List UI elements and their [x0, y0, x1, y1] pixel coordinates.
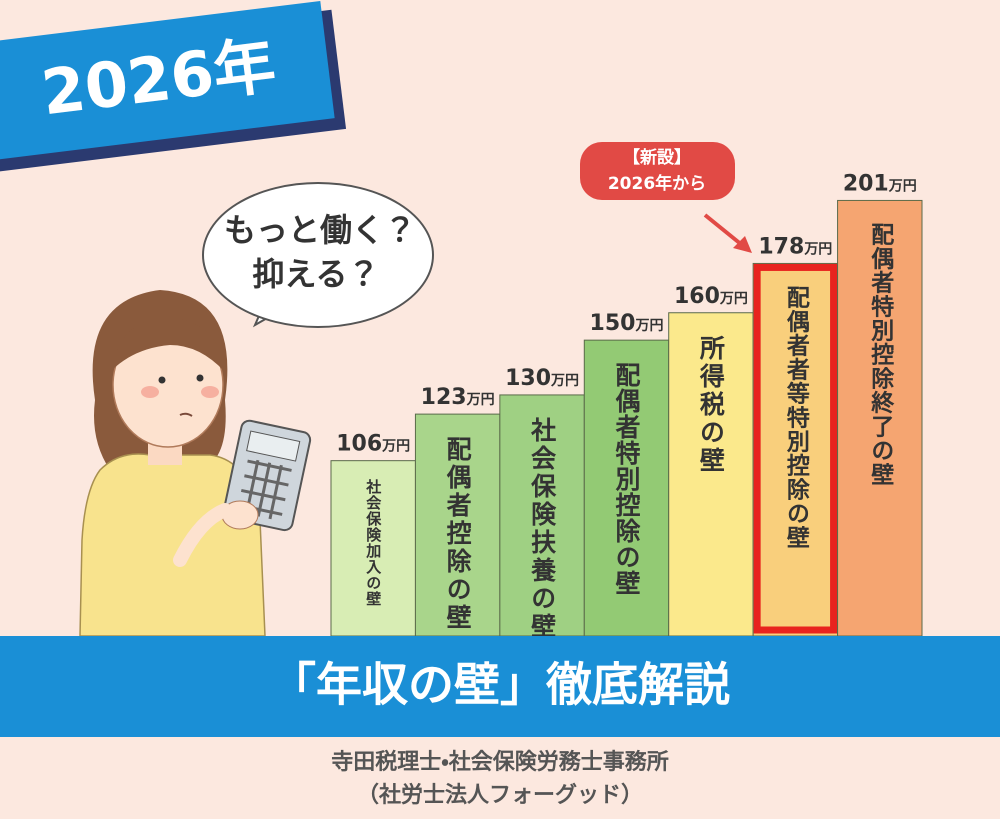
bars: 106万円社会保険加入の壁123万円配偶者控除の壁130万円社会保険扶養の壁15… [330, 171, 923, 641]
bar [330, 460, 416, 637]
bubble-text: もっと働く？ [224, 211, 416, 249]
bubble [202, 182, 434, 328]
value-label: 150万円 [590, 311, 664, 336]
title-band [0, 636, 1000, 737]
speech-bubble: もっと働く？ 抑える？ [202, 182, 434, 328]
value-label: 201万円 [843, 171, 917, 196]
badge: 2026年 [0, 1, 347, 173]
value-label: 106万円 [336, 432, 410, 457]
bubble-join [262, 296, 292, 308]
bubble-text: 抑える？ [252, 255, 379, 293]
bar [752, 262, 839, 637]
cheek [201, 386, 219, 398]
highlight-frame [753, 263, 838, 634]
value-number: 201 [843, 171, 889, 196]
value-unit: 万円 [803, 241, 832, 257]
callout-arrow-head [733, 236, 752, 253]
category-label: 所得税の壁 [696, 335, 726, 475]
footer-text: 寺田税理士・社会保険労務士事務所 [331, 749, 668, 775]
calculator-keys [237, 459, 292, 520]
value-number: 123 [421, 385, 467, 410]
category-label: 配偶者控除の壁 [443, 436, 472, 632]
value-unit: 万円 [719, 291, 748, 307]
callout-box [580, 142, 735, 200]
footer-text: （社労士法人フォーグッド） [357, 782, 643, 808]
category-label: 配偶者者等特別控除の壁 [782, 285, 811, 549]
value-unit: 万円 [466, 392, 495, 408]
chart-title: 「年収の壁」徹底解説 [270, 658, 730, 712]
mouth [179, 412, 193, 417]
value-number: 106 [336, 432, 382, 457]
bar [668, 312, 754, 637]
callout-text: 【新設】 [623, 147, 691, 168]
value-number: 160 [674, 284, 720, 309]
badge-box [0, 1, 335, 163]
category-label: 社会保険扶養の壁 [528, 417, 558, 641]
value-unit: 万円 [381, 439, 410, 455]
eye [196, 374, 204, 382]
value-number: 150 [590, 311, 636, 336]
value-unit: 万円 [550, 373, 579, 389]
arm [173, 503, 232, 567]
bar [837, 199, 923, 637]
value-label: 123万円 [421, 385, 495, 410]
category-label: 社会保険加入の壁 [364, 478, 382, 607]
bar [499, 394, 585, 637]
fringe [112, 317, 225, 372]
category-label: 配偶者特別控除の壁 [612, 362, 641, 596]
bar [583, 339, 670, 637]
illustration [79, 290, 312, 637]
eye [158, 376, 166, 384]
bar [414, 413, 501, 637]
value-label: 178万円 [758, 234, 832, 259]
callout-arrow [703, 213, 744, 247]
value-label: 160万円 [674, 284, 748, 309]
callout: 【新設】 2026年から [580, 142, 752, 253]
calculator-screen [246, 430, 301, 462]
value-unit: 万円 [888, 178, 917, 194]
value-number: 178 [758, 234, 804, 259]
value-number: 130 [505, 366, 551, 391]
cheek [141, 386, 159, 398]
callout-text: 2026年から [608, 173, 706, 194]
category-label: 配偶者特別控除終了の壁 [867, 222, 896, 486]
value-unit: 万円 [634, 318, 663, 334]
value-label: 130万円 [505, 366, 579, 391]
